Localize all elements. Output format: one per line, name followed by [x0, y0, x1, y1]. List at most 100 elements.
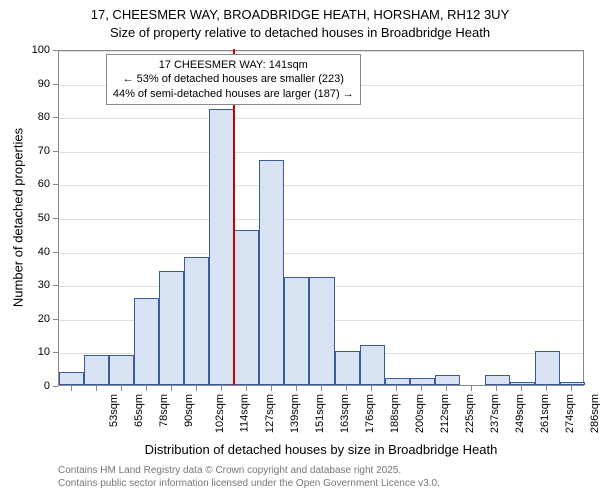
y-tick-label: 10: [24, 346, 50, 358]
x-tick-mark: [571, 386, 572, 391]
y-tick-mark: [53, 319, 58, 320]
y-tick-mark: [53, 285, 58, 286]
x-tick-mark: [371, 386, 372, 391]
histogram-bar: [284, 277, 309, 385]
gridline: [59, 253, 583, 254]
histogram-bar: [134, 298, 159, 385]
gridline: [59, 51, 583, 52]
y-tick-mark: [53, 252, 58, 253]
footer-line1: Contains HM Land Registry data © Crown c…: [58, 464, 440, 477]
histogram-bar: [485, 375, 510, 385]
x-tick-label: 53sqm: [108, 394, 120, 427]
x-tick-label: 65sqm: [133, 394, 145, 427]
histogram-bar: [109, 355, 134, 385]
chart-title-block: 17, CHEESMER WAY, BROADBRIDGE HEATH, HOR…: [0, 6, 600, 41]
histogram-chart: 17, CHEESMER WAY, BROADBRIDGE HEATH, HOR…: [0, 0, 600, 500]
histogram-bar: [410, 378, 435, 385]
y-tick-label: 0: [24, 380, 50, 392]
y-tick-label: 60: [24, 178, 50, 190]
x-tick-label: 212sqm: [439, 394, 451, 433]
x-tick-label: 151sqm: [314, 394, 326, 433]
y-tick-mark: [53, 117, 58, 118]
x-axis-title: Distribution of detached houses by size …: [58, 442, 584, 457]
histogram-bar: [560, 382, 585, 385]
chart-title-line1: 17, CHEESMER WAY, BROADBRIDGE HEATH, HOR…: [0, 6, 600, 24]
y-tick-mark: [53, 386, 58, 387]
footer-line2: Contains public sector information licen…: [58, 477, 440, 490]
annotation-line3: 44% of semi-detached houses are larger (…: [113, 87, 354, 101]
x-tick-mark: [246, 386, 247, 391]
gridline: [59, 185, 583, 186]
y-tick-label: 30: [24, 279, 50, 291]
x-tick-label: 78sqm: [158, 394, 170, 427]
histogram-bar: [234, 230, 259, 385]
y-tick-mark: [53, 218, 58, 219]
y-tick-label: 40: [24, 246, 50, 258]
histogram-bar: [84, 355, 109, 385]
histogram-bar: [184, 257, 209, 385]
gridline: [59, 152, 583, 153]
y-tick-label: 70: [24, 145, 50, 157]
chart-title-line2: Size of property relative to detached ho…: [0, 24, 600, 42]
x-tick-label: 90sqm: [183, 394, 195, 427]
annotation-line1: 17 CHEESMER WAY: 141sqm: [113, 58, 354, 72]
histogram-bar: [385, 378, 410, 385]
histogram-bar: [360, 345, 385, 385]
x-tick-mark: [346, 386, 347, 391]
annotation-line2: ← 53% of detached houses are smaller (22…: [113, 72, 354, 86]
y-tick-mark: [53, 184, 58, 185]
gridline: [59, 219, 583, 220]
x-tick-label: 237sqm: [489, 394, 501, 433]
x-tick-label: 225sqm: [464, 394, 476, 433]
x-tick-mark: [146, 386, 147, 391]
x-tick-mark: [96, 386, 97, 391]
y-tick-mark: [53, 151, 58, 152]
annotation-box: 17 CHEESMER WAY: 141sqm ← 53% of detache…: [106, 54, 361, 105]
x-tick-mark: [271, 386, 272, 391]
x-tick-label: 200sqm: [414, 394, 426, 433]
x-tick-label: 274sqm: [565, 394, 577, 433]
x-tick-label: 102sqm: [214, 394, 226, 433]
x-tick-mark: [196, 386, 197, 391]
x-tick-label: 163sqm: [339, 394, 351, 433]
x-tick-mark: [121, 386, 122, 391]
x-tick-mark: [471, 386, 472, 391]
y-tick-label: 100: [24, 44, 50, 56]
x-tick-mark: [396, 386, 397, 391]
x-tick-label: 249sqm: [514, 394, 526, 433]
x-tick-label: 261sqm: [539, 394, 551, 433]
histogram-bar: [159, 271, 184, 385]
x-tick-label: 127sqm: [264, 394, 276, 433]
x-tick-mark: [221, 386, 222, 391]
y-tick-label: 20: [24, 313, 50, 325]
gridline: [59, 118, 583, 119]
histogram-bar: [435, 375, 460, 385]
x-tick-label: 139sqm: [289, 394, 301, 433]
histogram-bar: [510, 382, 535, 385]
y-tick-label: 90: [24, 78, 50, 90]
y-tick-mark: [53, 50, 58, 51]
x-tick-mark: [321, 386, 322, 391]
x-tick-label: 176sqm: [364, 394, 376, 433]
y-tick-mark: [53, 84, 58, 85]
x-tick-mark: [446, 386, 447, 391]
x-tick-mark: [546, 386, 547, 391]
footer-attribution: Contains HM Land Registry data © Crown c…: [58, 464, 440, 490]
x-tick-mark: [496, 386, 497, 391]
x-tick-label: 286sqm: [590, 394, 600, 433]
x-tick-label: 114sqm: [238, 394, 250, 432]
x-tick-mark: [421, 386, 422, 391]
y-tick-label: 80: [24, 111, 50, 123]
histogram-bar: [309, 277, 334, 385]
y-tick-mark: [53, 352, 58, 353]
x-tick-mark: [521, 386, 522, 391]
x-tick-label: 188sqm: [389, 394, 401, 433]
histogram-bar: [335, 351, 360, 385]
histogram-bar: [59, 372, 84, 385]
x-tick-mark: [296, 386, 297, 391]
histogram-bar: [535, 351, 560, 385]
histogram-bar: [209, 109, 234, 385]
y-tick-label: 50: [24, 212, 50, 224]
x-tick-mark: [71, 386, 72, 391]
histogram-bar: [259, 160, 284, 385]
